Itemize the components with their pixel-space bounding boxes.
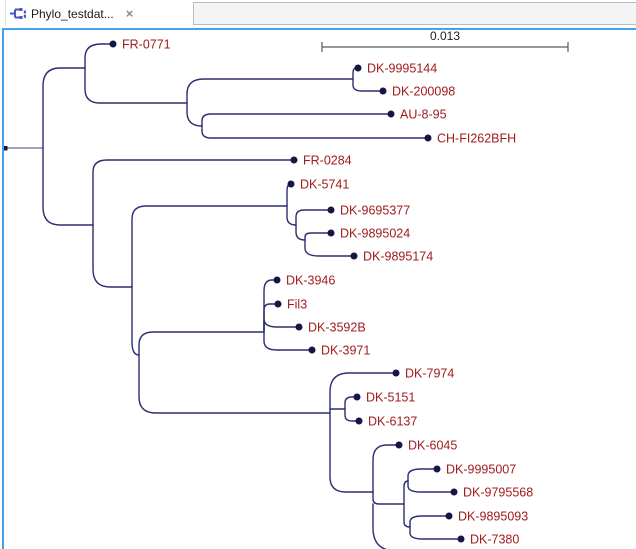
leaf-label[interactable]: DK-9895024: [340, 227, 410, 241]
leaf-label[interactable]: CH-FI262BFH: [437, 132, 516, 146]
leaf-label[interactable]: DK-9895093: [458, 510, 528, 524]
leaf-label[interactable]: DK-200098: [392, 85, 455, 99]
leaf-label[interactable]: DK-9895174: [363, 250, 433, 264]
tab-close-icon[interactable]: ×: [125, 6, 134, 21]
leaf-label[interactable]: DK-3592B: [308, 321, 366, 335]
leaf-label[interactable]: DK-9995144: [367, 62, 437, 76]
leaf-label[interactable]: DK-3946: [286, 274, 335, 288]
leaf-dot[interactable]: [327, 229, 335, 237]
leaf-label[interactable]: DK-7380: [470, 533, 519, 547]
leaf-label[interactable]: DK-6137: [368, 415, 417, 429]
leaf-label[interactable]: DK-5151: [366, 391, 415, 405]
leaf-nodes: FR-0771 DK-9995144 DK-200098 AU-8-95 CH-FI26…: [109, 38, 533, 547]
leaf-dot[interactable]: [290, 156, 298, 164]
leaf-label[interactable]: DK-6045: [408, 439, 457, 453]
leaf-dot[interactable]: [355, 417, 363, 425]
leaf-dot[interactable]: [395, 441, 403, 449]
leaf-dot[interactable]: [327, 206, 335, 214]
leaf-label[interactable]: DK-7974: [405, 367, 454, 381]
root-edge: [4, 146, 43, 151]
leaf-label[interactable]: FR-0771: [122, 38, 171, 52]
leaf-dot[interactable]: [424, 134, 432, 142]
leaf-dot[interactable]: [354, 64, 362, 72]
tab-phylo-testdata[interactable]: Phylo_testdat... ×: [5, 1, 140, 26]
leaf-label[interactable]: DK-9995007: [446, 463, 516, 477]
phylogenetic-tree-icon: [10, 8, 26, 19]
tab-bar: Phylo_testdat... ×: [0, 0, 636, 27]
leaf-dot[interactable]: [109, 40, 117, 48]
leaf-dot[interactable]: [295, 323, 303, 331]
leaf-label[interactable]: DK-5741: [300, 178, 349, 192]
leaf-dot[interactable]: [433, 465, 441, 473]
leaf-label[interactable]: Fil3: [287, 298, 307, 312]
leaf-dot[interactable]: [387, 110, 395, 118]
leaf-dot[interactable]: [350, 252, 358, 260]
scale-bar: 0.013: [321, 29, 569, 52]
leaf-label[interactable]: AU-8-95: [400, 108, 447, 122]
leaf-dot[interactable]: [353, 393, 361, 401]
leaf-dot[interactable]: [273, 276, 281, 284]
leaf-label[interactable]: DK-3971: [321, 344, 370, 358]
scale-bar-label: 0.013: [430, 29, 460, 43]
tab-strip-empty-area: [193, 2, 636, 25]
leaf-dot[interactable]: [274, 300, 282, 308]
leaf-dot[interactable]: [450, 488, 458, 496]
leaf-dot[interactable]: [392, 369, 400, 377]
leaf-dot[interactable]: [287, 180, 295, 188]
leaf-label[interactable]: DK-9795568: [463, 486, 533, 500]
tree-branches: [42, 43, 462, 549]
tree-view-panel: [2, 28, 636, 549]
leaf-label[interactable]: FR-0284: [303, 154, 352, 168]
leaf-dot[interactable]: [457, 535, 465, 543]
leaf-label[interactable]: DK-9695377: [340, 204, 410, 218]
tab-title: Phylo_testdat...: [31, 6, 114, 21]
leaf-dot[interactable]: [379, 87, 387, 95]
leaf-dot[interactable]: [445, 512, 453, 520]
leaf-dot[interactable]: [308, 346, 316, 354]
